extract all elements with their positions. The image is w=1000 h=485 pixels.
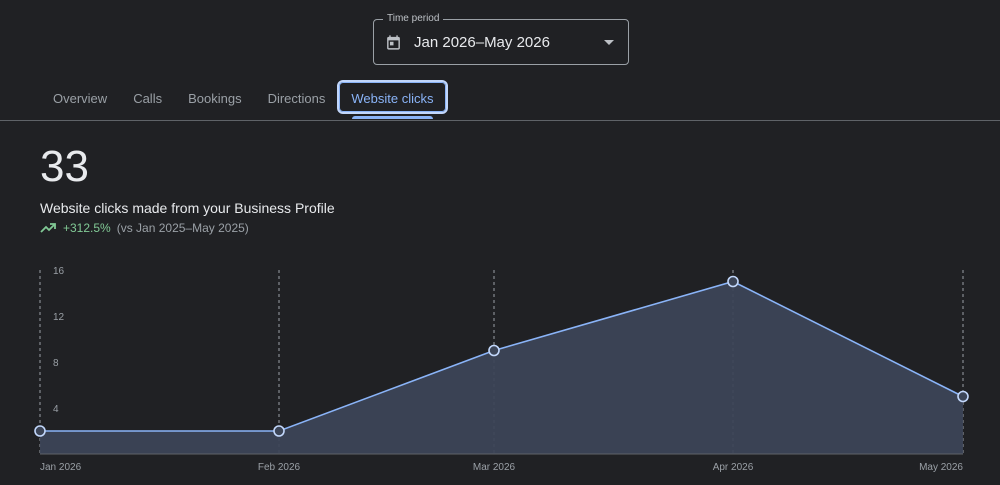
calendar-icon <box>387 35 400 50</box>
tab-label: Calls <box>133 91 163 106</box>
data-point <box>488 344 500 357</box>
active-tab-indicator <box>352 116 433 119</box>
data-point <box>34 425 46 437</box>
tab-calls[interactable]: Calls <box>120 80 175 118</box>
data-point <box>957 390 969 403</box>
tab-website-clicks[interactable]: Website clicks <box>337 80 448 119</box>
metric-change: +312.5% (vs Jan 2025–May 2025) <box>40 221 249 235</box>
y-tick-label: 16 <box>53 266 65 277</box>
chevron-down-icon <box>604 40 614 45</box>
y-tick-label: 12 <box>53 312 65 323</box>
metric-label: Website clicks made from your Business P… <box>40 200 335 216</box>
change-percentage: +312.5% <box>63 221 111 235</box>
focus-ring <box>337 80 448 114</box>
tab-label: Bookings <box>188 91 242 106</box>
time-period-select[interactable]: Time period Jan 2026–May 2026 <box>373 13 629 65</box>
time-period-value: Jan 2026–May 2026 <box>414 34 550 51</box>
data-point <box>273 425 285 437</box>
website-clicks-chart: 16 12 8 4 Jan 2026 Feb 2026 Mar 2026 Apr 2026 Ma… <box>34 266 969 473</box>
y-tick-label: 4 <box>53 404 59 415</box>
x-tick-label: Mar 2026 <box>473 462 516 473</box>
tab-directions[interactable]: Directions <box>255 80 339 118</box>
x-tick-label: Feb 2026 <box>258 462 301 473</box>
trending-up-icon <box>40 223 56 233</box>
tab-overview[interactable]: Overview <box>40 80 120 118</box>
tab-label: Website clicks <box>351 91 434 106</box>
series-area <box>40 281 963 454</box>
data-point <box>727 275 739 288</box>
tab-label: Directions <box>267 91 326 106</box>
tab-divider <box>0 120 1000 121</box>
tab-bookings[interactable]: Bookings <box>175 80 254 118</box>
metric-value: 33 <box>40 142 89 191</box>
tab-bar: Overview Calls Bookings Directions Websi… <box>40 80 448 120</box>
time-period-legend: Time period <box>383 13 444 25</box>
x-tick-label: Apr 2026 <box>713 462 754 473</box>
change-comparison: (vs Jan 2025–May 2025) <box>116 221 249 235</box>
y-tick-label: 8 <box>53 358 59 369</box>
x-tick-label: May 2026 <box>919 462 963 473</box>
tab-label: Overview <box>53 91 108 106</box>
x-tick-label: Jan 2026 <box>40 462 82 473</box>
